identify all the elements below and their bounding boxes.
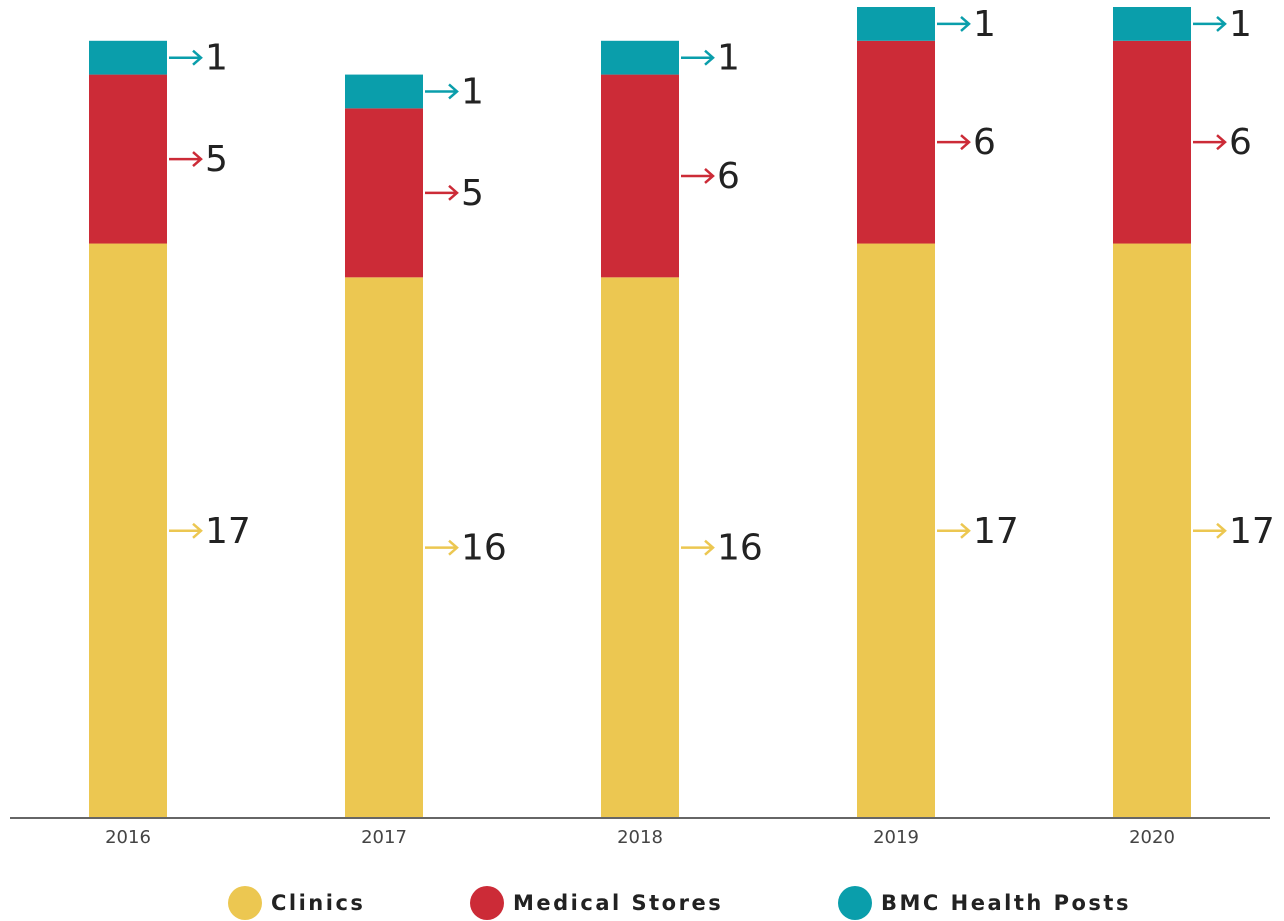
value-label: 5 [205,139,228,180]
bar-segment [1113,7,1191,41]
bar-segment [89,243,167,818]
value-label: 6 [717,156,740,197]
legend-swatch [470,886,504,920]
label-arrow [425,83,459,100]
value-label: 1 [461,71,484,112]
value-label: 1 [205,38,228,79]
bar-segment [857,40,935,244]
legend-label: BMC Health Posts [881,891,1131,915]
label-arrow [169,522,203,539]
legend-label: Medical Stores [513,891,723,915]
legend-label: Clinics [271,891,365,915]
bar-segment [601,277,679,818]
value-label: 1 [973,4,996,45]
legend-swatch [838,886,872,920]
x-tick-label: 2019 [873,827,919,848]
label-arrow [425,184,459,201]
label-arrow [937,134,971,151]
label-arrow [681,168,715,184]
value-label: 5 [461,173,484,214]
value-label: 17 [973,511,1019,552]
x-tick-label: 2018 [617,827,663,848]
value-label: 1 [1229,4,1252,45]
x-tick-label: 2016 [105,827,151,848]
value-label: 16 [717,528,763,569]
x-tick-label: 2017 [361,827,407,848]
bar-segment [345,74,423,109]
bar-segment [345,108,423,278]
bar-segment [345,277,423,818]
bar-segment [601,74,679,278]
bar-segment [857,7,935,41]
label-arrow [169,151,203,168]
label-arrow [681,539,715,556]
label-arrow [937,15,971,32]
value-label: 6 [973,122,996,163]
x-tick-label: 2020 [1129,827,1175,848]
bar-segment [1113,40,1191,244]
label-arrow [1193,522,1227,539]
label-arrow [681,49,715,66]
label-arrow [1193,134,1227,151]
label-arrow [937,522,971,539]
label-arrow [1193,15,1227,32]
bar-segment [857,243,935,818]
value-label: 17 [1229,511,1275,552]
legend-swatch [228,886,262,920]
value-label: 6 [1229,122,1252,163]
value-label: 16 [461,528,507,569]
bar-segment [601,40,679,75]
value-label: 17 [205,511,251,552]
bar-segment [1113,243,1191,818]
value-label: 1 [717,38,740,79]
label-arrow [169,49,203,66]
bar-segment [89,74,167,244]
label-arrow [425,539,459,556]
bar-segment [89,40,167,75]
